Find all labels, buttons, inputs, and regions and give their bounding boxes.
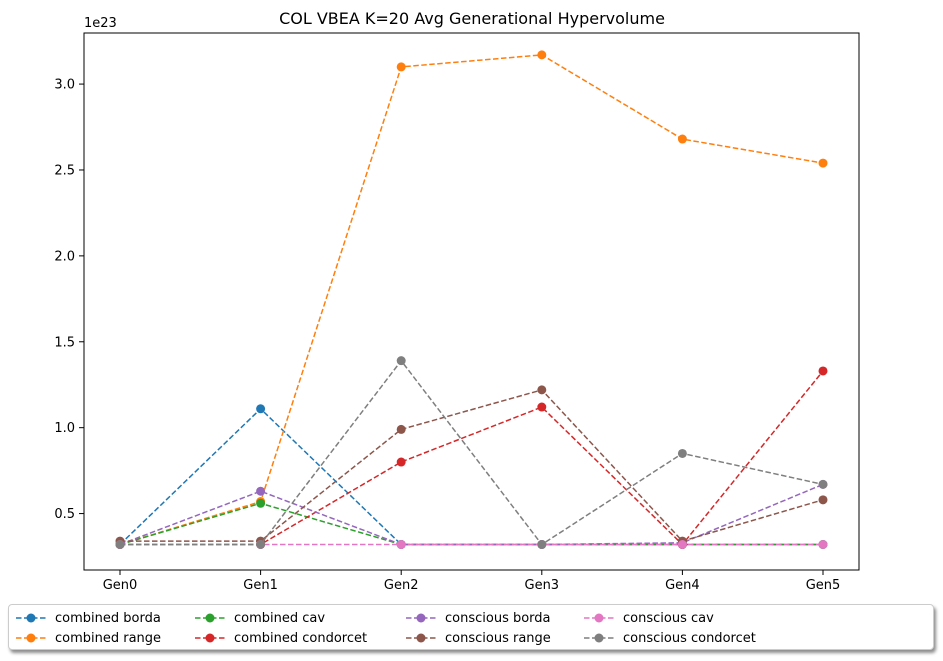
x-tick-label: Gen3: [525, 578, 560, 593]
axis-layer: Gen0 Gen1 Gen2 Gen3 Gen4 Gen5 0.5 1.0 1.5 2.0 2.5 3…: [54, 78, 840, 593]
legend-swatch: [584, 613, 614, 623]
legend-swatch: [406, 613, 436, 623]
legend-swatch: [195, 633, 225, 643]
legend-label: combined condorcet: [234, 630, 368, 646]
data-point-combined-range: [677, 134, 687, 144]
data-point-conscious-range: [537, 385, 547, 395]
legend-item: combined cav: [194, 608, 325, 628]
legend-label: conscious borda: [445, 610, 551, 626]
legend-swatch-marker: [416, 633, 426, 643]
chart-legend: combined borda combined range combined cav…: [8, 604, 934, 650]
series-line-combined-borda: [119, 407, 823, 546]
series-line-combined-condorcet: [120, 370, 824, 546]
legend-item: conscious borda: [405, 608, 551, 628]
data-point-conscious-cav: [677, 540, 687, 549]
series-layer: [115, 50, 828, 549]
series-line-combined-range: [119, 54, 824, 546]
data-point-conscious-condorcet: [537, 540, 547, 549]
x-tick-label: Gen1: [243, 578, 278, 593]
plot-frame: [83, 32, 860, 571]
legend-item: conscious range: [405, 628, 551, 648]
legend-label: conscious range: [445, 630, 551, 646]
y-tick-label: 1.5: [54, 335, 75, 350]
legend-swatch-marker: [594, 613, 604, 623]
series-line-conscious-condorcet: [120, 359, 824, 546]
series-line-conscious-range: [120, 389, 824, 542]
data-point-combined-cav: [256, 498, 266, 508]
x-tick-label: Gen4: [665, 578, 700, 593]
data-point-conscious-cav: [396, 540, 406, 549]
legend-swatch: [195, 613, 225, 623]
legend-swatch-marker: [26, 613, 36, 623]
legend-swatch: [16, 633, 46, 643]
data-point-combined-range: [537, 50, 547, 60]
data-point-combined-range: [396, 62, 406, 72]
y-axis-offset-label: 1e23: [84, 16, 117, 31]
data-point-conscious-borda: [256, 486, 266, 496]
y-tick-label: 0.5: [54, 507, 75, 522]
legend-label: combined range: [55, 630, 162, 646]
legend-swatch: [584, 633, 614, 643]
data-point-conscious-range: [396, 424, 406, 434]
data-point-conscious-condorcet: [818, 479, 828, 489]
chart-title: COL VBEA K=20 Avg Generational Hypervolu…: [279, 9, 665, 28]
legend-item: combined borda: [15, 608, 161, 628]
data-point-combined-condorcet: [818, 366, 828, 376]
legend-swatch-marker: [594, 633, 604, 643]
series-line-conscious-borda: [119, 483, 824, 546]
series-line-combined-cav: [119, 502, 823, 546]
data-point-conscious-condorcet: [115, 540, 125, 549]
legend-swatch: [16, 613, 46, 623]
data-point-conscious-condorcet: [396, 356, 406, 366]
x-tick-label: Gen2: [384, 578, 419, 593]
legend-label: combined borda: [55, 610, 161, 626]
data-point-conscious-condorcet: [677, 448, 687, 458]
data-point-conscious-range: [818, 495, 828, 505]
y-tick-label: 2.5: [54, 163, 75, 178]
y-tick-label: 1.0: [54, 421, 75, 436]
legend-swatch-marker: [26, 633, 36, 643]
legend-item: conscious cav: [583, 608, 714, 628]
legend-swatch-marker: [205, 613, 215, 623]
y-tick-label: 3.0: [54, 78, 75, 93]
data-point-combined-condorcet: [537, 402, 547, 412]
legend-item: combined condorcet: [194, 628, 367, 648]
legend-label: conscious condorcet: [623, 630, 756, 646]
legend-item: combined range: [15, 628, 161, 648]
data-point-combined-range: [818, 158, 828, 168]
data-point-conscious-cav: [818, 540, 828, 549]
data-point-combined-borda: [256, 404, 266, 414]
y-tick-label: 2.0: [54, 249, 75, 264]
legend-label: combined cav: [234, 610, 326, 626]
x-tick-label: Gen5: [806, 578, 841, 593]
legend-swatch-marker: [205, 633, 215, 643]
x-tick-label: Gen0: [103, 578, 138, 593]
data-point-conscious-condorcet: [256, 540, 266, 549]
legend-label: conscious cav: [623, 610, 714, 626]
legend-item: conscious condorcet: [583, 628, 756, 648]
legend-swatch: [406, 633, 436, 643]
data-point-combined-condorcet: [396, 457, 406, 467]
legend-swatch-marker: [416, 613, 426, 623]
